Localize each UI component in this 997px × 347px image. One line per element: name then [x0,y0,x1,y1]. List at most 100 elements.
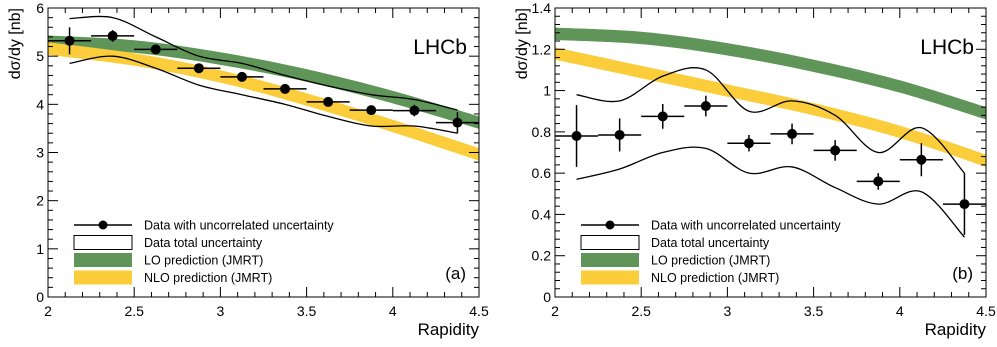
y-tick-label: 0.2 [532,248,552,264]
x-tick-label: 2 [551,303,559,319]
plot-area [48,15,479,161]
data-point-marker [916,154,927,165]
data-point-marker [452,117,463,128]
y-tick-label: 0.6 [532,165,552,181]
panel-label: (a) [445,264,466,283]
x-axis: 2 2.5 3 3.5 4 4.5 [551,8,996,319]
y-tick-label: 0.4 [532,206,552,222]
y-tick-label: 2 [36,193,44,209]
data-point-marker [830,145,841,156]
legend-label: Data with uncorrelated uncertainty [651,219,841,233]
data-point [641,103,685,129]
plot-frame [554,7,987,298]
data-point-marker [64,35,75,46]
total-uncertainty-lower [69,55,458,134]
legend-band-swatch [74,270,132,285]
legend-label: LO prediction (JMRT) [651,254,770,268]
total-uncertainty-upper [576,67,965,174]
y-axis-title: dσ/dy [nb] [7,8,24,79]
y-tick-label: 1.2 [532,41,552,57]
data-point-marker [873,176,884,187]
y-tick-label: 1 [36,241,44,257]
data-point-marker [280,83,291,94]
data-point-marker [236,71,247,82]
data-point [177,63,221,74]
experiment-label: LHCb [920,36,974,59]
x-tick-label: 4 [896,303,904,319]
x-tick-label: 4 [389,303,397,319]
legend-label: NLO prediction (JMRT) [651,271,779,285]
data-point [899,143,943,177]
legend-outline-box [580,235,640,250]
legend: Data with uncorrelated uncertainty Data t… [580,219,841,285]
data-point [263,83,307,94]
total-uncertainty-upper [69,15,458,111]
experiment-label: LHCb [413,36,467,59]
y-tick-label: 4 [36,96,44,112]
data-point-marker [743,138,754,149]
y-tick-label: 6 [36,0,44,16]
legend-entry: Data total uncertainty [73,235,263,250]
x-tick-label: 3 [724,303,732,319]
data-point [220,71,264,82]
legend-label: Data total uncertainty [144,236,263,250]
data-point-marker [193,63,204,74]
y-tick-label: 0 [543,289,551,305]
y-axis: 0 0.2 0.4 0.6 0.8 1 1.2 1.4 [532,0,986,305]
data-point-marker [107,30,118,41]
data-point-marker [700,101,711,112]
legend-entry: Data with uncorrelated uncertainty [74,219,334,233]
y-tick-label: 3 [36,145,44,161]
total-uncertainty-lower [576,146,965,238]
x-tick-label: 3.5 [804,303,824,319]
data-point [727,134,771,152]
legend: Data with uncorrelated uncertainty Data t… [73,219,334,285]
data-point [684,95,728,117]
legend-marker-dot [98,220,108,230]
x-tick-label: 2.5 [124,303,144,319]
y-tick-label: 5 [36,48,44,64]
data-point-marker [959,199,970,210]
legend-entry: NLO prediction (JMRT) [74,270,272,285]
data-point-marker [366,105,377,116]
legend-entry: Data with uncorrelated uncertainty [581,219,841,233]
data-point [598,118,642,152]
x-axis-title: Rapidity [925,320,987,339]
legend-marker-dot [605,220,615,230]
data-point [306,96,350,107]
data-point [856,173,900,190]
data-point-marker [150,44,161,55]
nlo-prediction-band [48,42,479,161]
x-tick-label: 4.5 [976,303,996,319]
x-tick-label: 3 [217,303,225,319]
x-tick-label: 4.5 [469,303,489,319]
legend-label: NLO prediction (JMRT) [144,271,272,285]
legend-band-swatch [74,253,132,267]
nlo-prediction-band [555,47,986,167]
legend-band-swatch [581,253,639,267]
legend-band-swatch [581,270,639,285]
legend-entry: Data total uncertainty [580,235,770,250]
plot-area [555,27,986,238]
data-point [942,173,986,236]
data-point-marker [409,105,420,116]
panel-b: 2 2.5 3 3.5 4 4.5 0 0.2 0.4 0.6 0.8 1 1.2 1.4 Rapidity… [514,0,996,339]
legend-entry: LO prediction (JMRT) [581,253,770,268]
y-tick-label: 0 [36,289,44,305]
legend-label: Data with uncorrelated uncertainty [144,219,334,233]
data-point-marker [787,128,798,139]
y-tick-label: 1 [543,83,551,99]
lo-prediction-band [48,35,479,129]
lo-prediction-band [555,27,986,120]
legend-entry: LO prediction (JMRT) [74,253,263,268]
panel-label: (b) [952,264,973,283]
data-point [770,123,814,145]
y-axis-title: dσ/dy [nb] [514,8,531,79]
legend-entry: NLO prediction (JMRT) [581,270,779,285]
data-point [555,105,599,167]
data-point [91,30,135,42]
y-tick-label: 1.4 [532,0,552,16]
data-point [813,140,857,161]
data-point-marker [657,111,668,122]
